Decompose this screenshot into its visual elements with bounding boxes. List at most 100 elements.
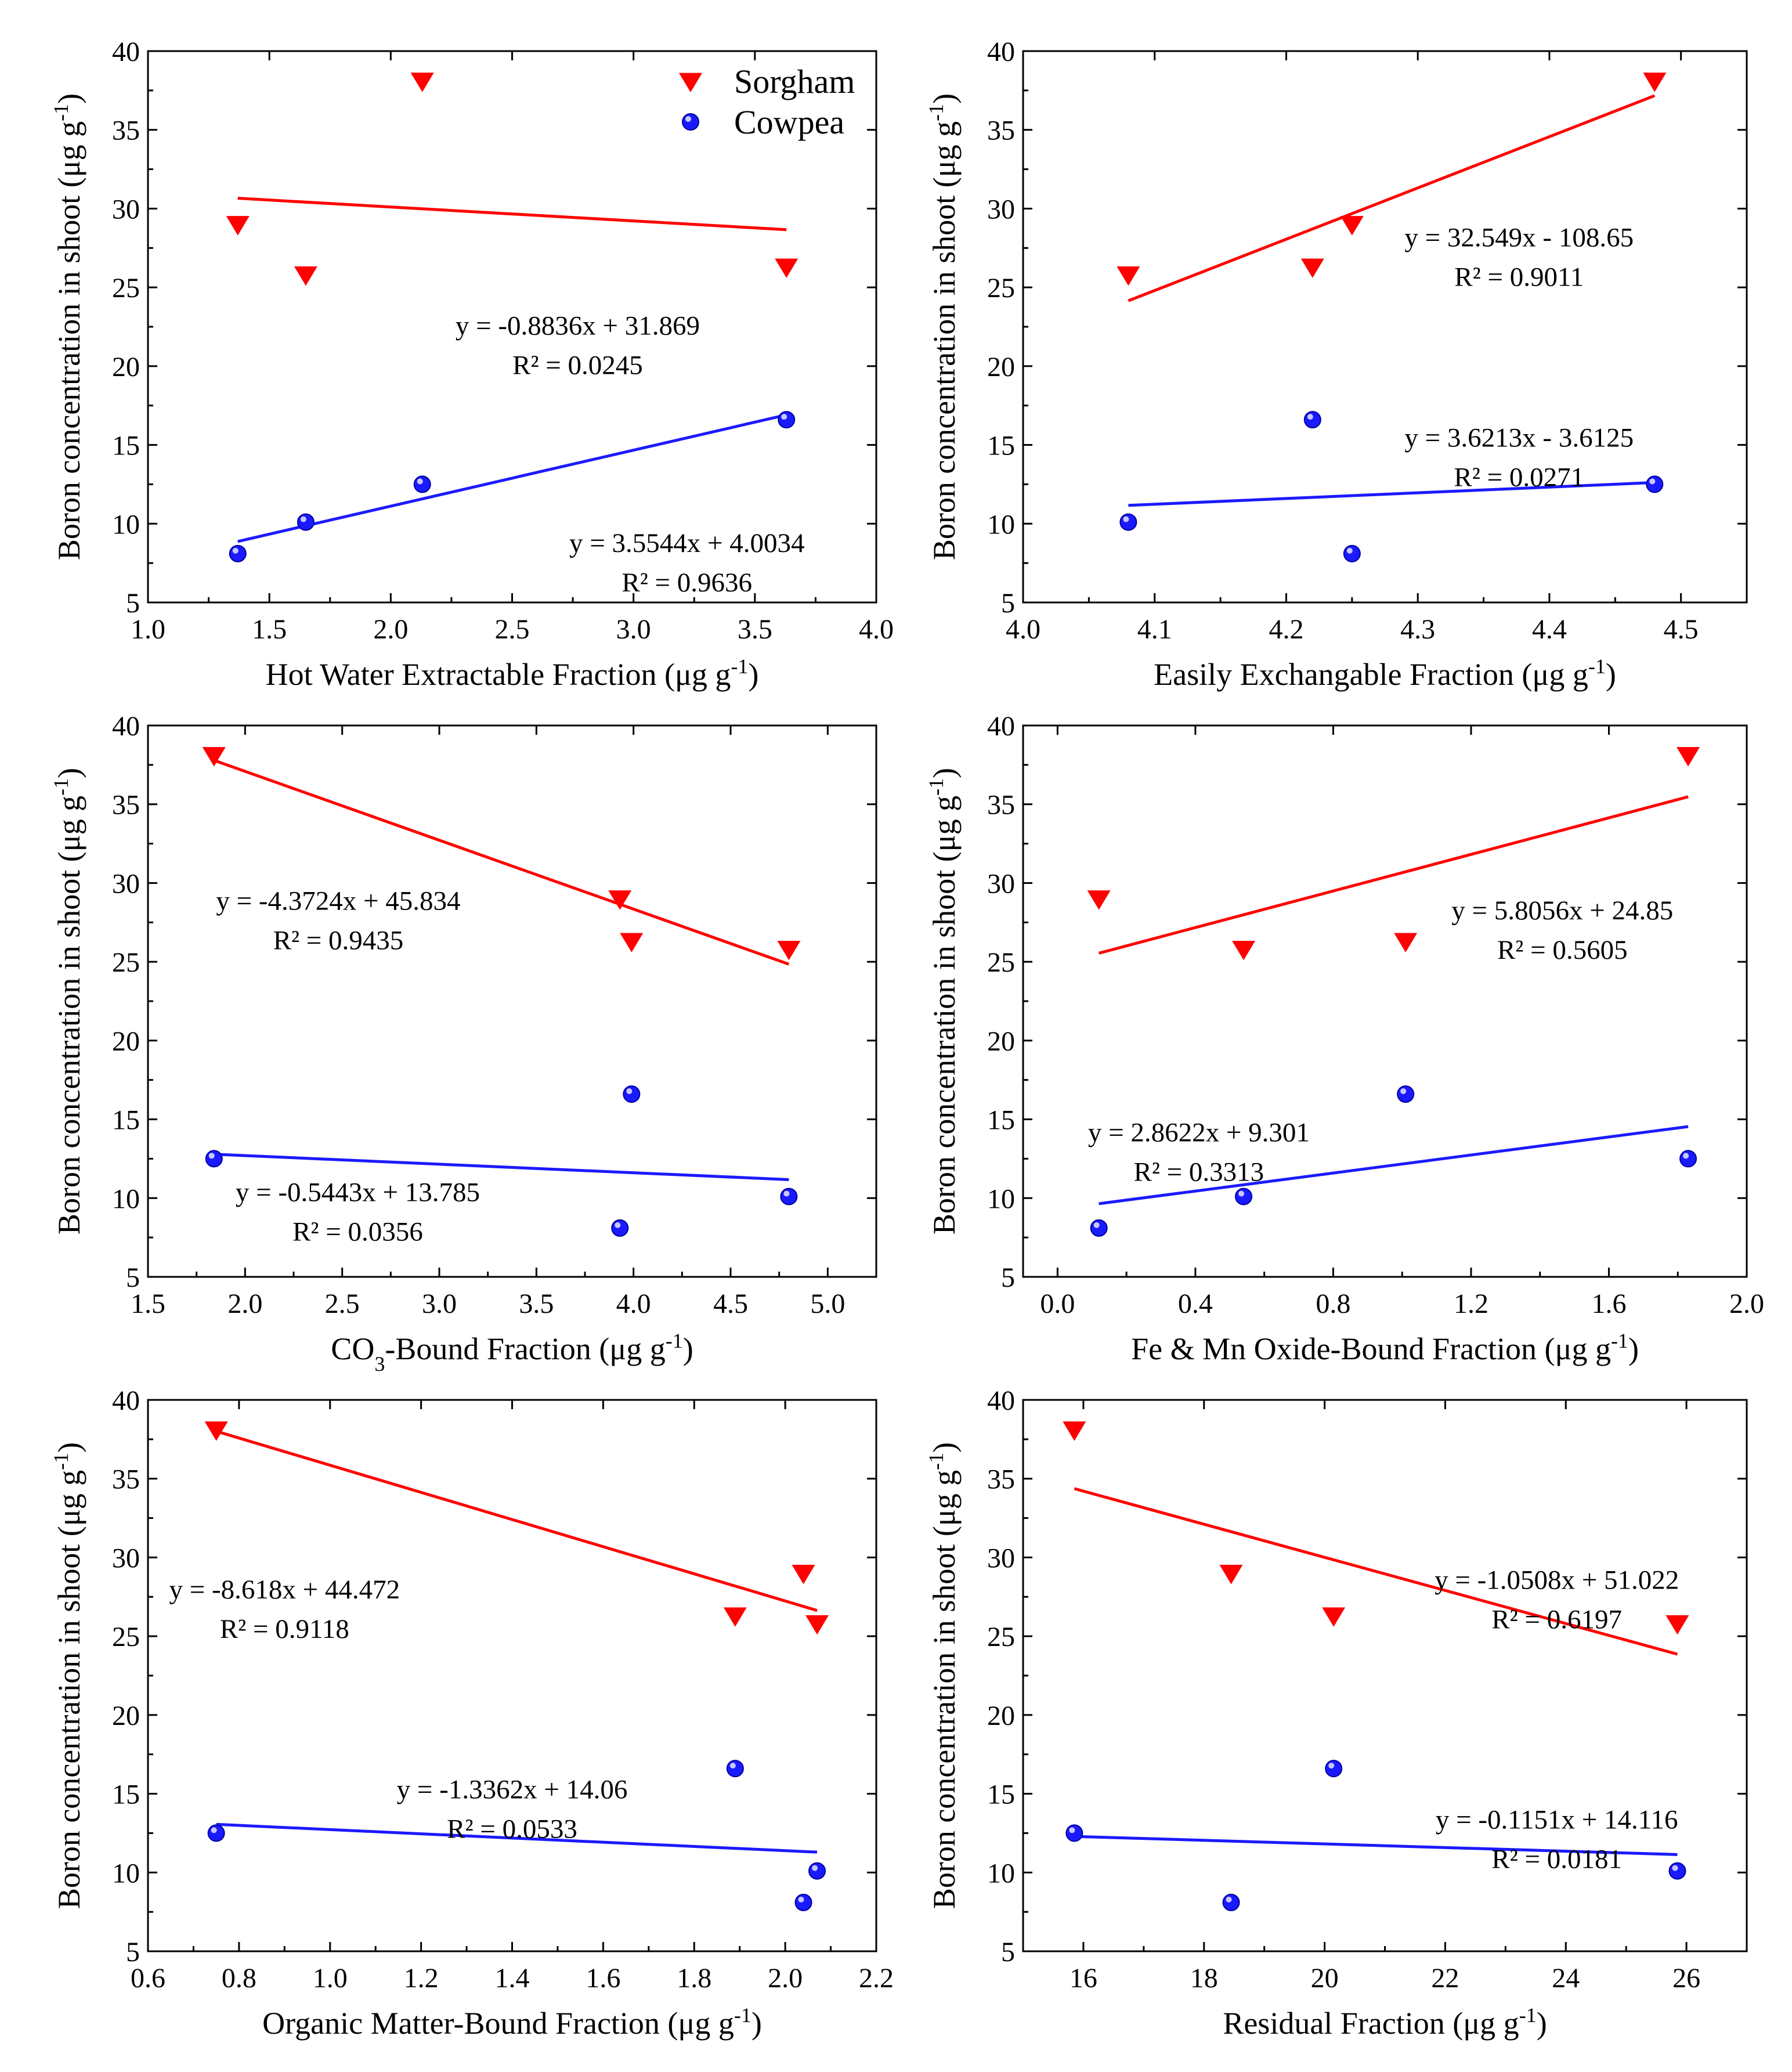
cowpea-point bbox=[1235, 1187, 1253, 1205]
y-tick-label: 25 bbox=[987, 273, 1015, 304]
x-tick-label: 4.5 bbox=[713, 1288, 748, 1319]
sorghum-fit-line bbox=[237, 197, 787, 232]
y-tick-label: 40 bbox=[987, 1385, 1015, 1416]
x-tick-label: 22 bbox=[1431, 1963, 1459, 1994]
cowpea-fit-line bbox=[1128, 481, 1655, 507]
cowpea-point bbox=[1090, 1219, 1108, 1237]
x-tick-label: 1.5 bbox=[131, 1288, 165, 1319]
sorghum-point bbox=[1665, 1615, 1689, 1635]
y-tick-label: 30 bbox=[987, 868, 1015, 899]
sorghum-fit-line bbox=[1098, 795, 1689, 955]
y-tick-label: 15 bbox=[987, 1105, 1015, 1136]
sorghum-series: y = 5.8056x + 24.85 R² = 0.5605 bbox=[1087, 747, 1700, 965]
cowpea-point-highlight bbox=[615, 1222, 621, 1228]
cowpea-point bbox=[611, 1219, 629, 1237]
cowpea-point-highlight bbox=[1093, 1222, 1100, 1228]
y-tick-label: 30 bbox=[112, 194, 140, 225]
y-tick-label: 10 bbox=[987, 1858, 1015, 1889]
y-tick-label: 35 bbox=[112, 115, 140, 146]
cowpea-r-squared: R² = 0.0356 bbox=[292, 1217, 423, 1247]
x-axis-label: Fe & Mn Oxide-Bound Fraction (μg g-1) bbox=[1131, 1329, 1639, 1366]
x-tick-label: 0.0 bbox=[1040, 1288, 1075, 1319]
x-tick-label: 4.0 bbox=[616, 1288, 651, 1319]
panel-hot-water: 1.0 1.5 2.0 2.5 3.0 3.5 4.0 5 10 15 20 25 30 35 40 Hot … bbox=[49, 37, 894, 692]
x-tick-label: 2.0 bbox=[1729, 1288, 1764, 1319]
sorghum-point bbox=[204, 1421, 228, 1441]
y-tick-label: 20 bbox=[112, 1701, 140, 1731]
sorghum-point bbox=[620, 933, 644, 952]
x-axis-label: CO3-Bound Fraction (μg g-1) bbox=[331, 1329, 693, 1376]
cowpea-r-squared: R² = 0.3313 bbox=[1133, 1157, 1264, 1187]
cowpea-point bbox=[1119, 513, 1137, 531]
cowpea-point bbox=[780, 1187, 798, 1205]
y-axis-label: Boron concentration in shoot (μg g-1) bbox=[924, 93, 962, 560]
cowpea-series: y = -0.5443x + 13.785 R² = 0.0356 bbox=[205, 1085, 798, 1247]
y-tick-label: 10 bbox=[987, 509, 1015, 540]
cowpea-point-highlight bbox=[1123, 516, 1129, 522]
sorghum-point bbox=[1117, 266, 1140, 286]
sorghum-fit-line bbox=[1074, 1487, 1678, 1656]
y-tick-label: 30 bbox=[112, 1543, 140, 1573]
y-tick-label: 20 bbox=[987, 352, 1015, 382]
sorghum-r-squared: R² = 0.9011 bbox=[1454, 262, 1584, 293]
x-tick-label: 3.0 bbox=[422, 1288, 457, 1319]
panel-organic-matter: 0.6 0.8 1.0 1.2 1.4 1.6 1.8 2.0 2.2 5 10 15 20 25 30 35… bbox=[49, 1385, 894, 2041]
y-axis-label: Boron concentration in shoot (μg g-1) bbox=[49, 1442, 86, 1909]
y-tick-label: 40 bbox=[987, 37, 1015, 67]
panel-fe-mn-oxide: 0.0 0.4 0.8 1.2 1.6 2.0 5 10 15 20 25 30 35 40 Fe & Mn… bbox=[924, 711, 1764, 1366]
x-tick-label: 1.2 bbox=[1454, 1288, 1488, 1319]
sorghum-point bbox=[1087, 890, 1111, 910]
y-tick-label: 20 bbox=[987, 1026, 1015, 1057]
y-tick-label: 5 bbox=[1001, 1262, 1015, 1293]
y-tick-label: 40 bbox=[112, 37, 140, 67]
cowpea-point-highlight bbox=[1238, 1190, 1245, 1197]
cowpea-point bbox=[1343, 544, 1361, 562]
y-tick-label: 30 bbox=[987, 194, 1015, 225]
cowpea-point bbox=[1065, 1824, 1083, 1842]
x-tick-label: 2.0 bbox=[373, 614, 408, 645]
y-tick-label: 40 bbox=[987, 711, 1015, 742]
cowpea-point-highlight bbox=[1683, 1153, 1689, 1159]
y-tick-label: 40 bbox=[112, 1385, 140, 1416]
cowpea-point bbox=[794, 1893, 812, 1911]
legend-sorghum-marker bbox=[679, 73, 702, 92]
x-axis-label: Organic Matter-Bound Fraction (μg g-1) bbox=[262, 2004, 762, 2041]
legend-sorghum-label: Sorgham bbox=[734, 63, 855, 100]
sorghum-point bbox=[410, 73, 434, 92]
y-tick-label: 10 bbox=[112, 1183, 140, 1214]
y-tick-label: 15 bbox=[112, 1779, 140, 1810]
y-tick-label: 35 bbox=[987, 790, 1015, 821]
cowpea-equation: y = -0.5443x + 13.785 bbox=[236, 1178, 480, 1208]
sorghum-series: y = 32.549x - 108.65 R² = 0.9011 bbox=[1117, 73, 1667, 302]
x-tick-label: 1.0 bbox=[131, 614, 165, 645]
x-tick-label: 0.8 bbox=[1316, 1288, 1350, 1319]
y-tick-label: 5 bbox=[1001, 588, 1015, 619]
y-tick-label: 10 bbox=[112, 509, 140, 540]
sorghum-point bbox=[1063, 1421, 1086, 1441]
cowpea-point bbox=[229, 544, 247, 562]
x-tick-label: 4.4 bbox=[1532, 614, 1567, 645]
y-tick-label: 20 bbox=[112, 1026, 140, 1057]
sorghum-equation: y = 5.8056x + 24.85 bbox=[1451, 896, 1673, 926]
legend-cowpea-label: Cowpea bbox=[734, 103, 844, 141]
cowpea-point bbox=[1303, 411, 1321, 429]
x-tick-label: 4.0 bbox=[1006, 614, 1040, 645]
sorghum-point bbox=[608, 890, 632, 910]
sorghum-point bbox=[1677, 747, 1700, 767]
sorghum-equation: y = -0.8836x + 31.869 bbox=[456, 311, 700, 341]
y-tick-label: 35 bbox=[112, 790, 140, 821]
panel-residual: 16 18 20 22 24 26 5 10 15 20 25 30 35 40 Residual Frac… bbox=[924, 1385, 1748, 2041]
cowpea-series: y = -1.3362x + 14.06 R² = 0.0533 bbox=[207, 1760, 826, 1911]
sorghum-series: y = -0.8836x + 31.869 R² = 0.0245 bbox=[226, 73, 799, 381]
sorghum-point bbox=[226, 216, 250, 236]
sorghum-r-squared: R² = 0.0245 bbox=[512, 351, 643, 381]
cowpea-fit-line bbox=[237, 413, 787, 543]
sorghum-fit-line bbox=[215, 1430, 818, 1612]
sorghum-point bbox=[1322, 1607, 1346, 1627]
cowpea-point-highlight bbox=[798, 1896, 804, 1903]
y-tick-label: 35 bbox=[987, 1464, 1015, 1495]
cowpea-point bbox=[1222, 1893, 1240, 1911]
y-tick-label: 15 bbox=[112, 431, 140, 461]
